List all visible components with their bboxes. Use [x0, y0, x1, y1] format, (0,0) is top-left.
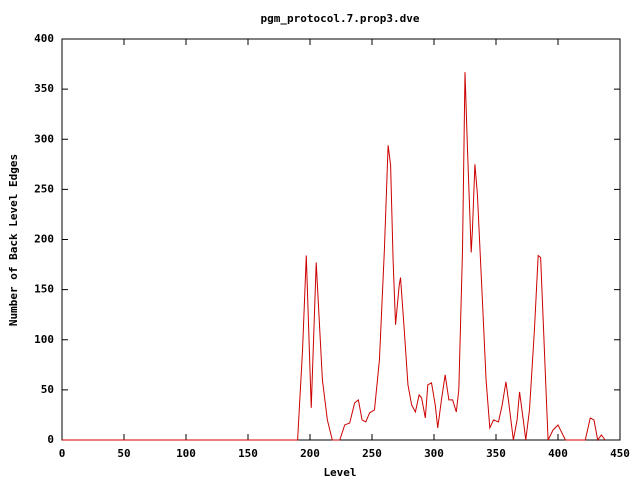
y-tick-label: 150	[34, 283, 54, 296]
y-tick-label: 100	[34, 333, 54, 346]
x-tick-label: 400	[548, 447, 568, 460]
y-tick-label: 250	[34, 182, 54, 195]
x-tick-label: 300	[424, 447, 444, 460]
x-tick-label: 250	[362, 447, 382, 460]
x-axis-label: Level	[323, 466, 356, 479]
x-tick-label: 50	[117, 447, 130, 460]
x-tick-label: 100	[176, 447, 196, 460]
y-tick-label: 400	[34, 32, 54, 45]
y-tick-label: 200	[34, 233, 54, 246]
y-axis-label: Number of Back Level Edges	[7, 154, 20, 326]
x-tick-label: 200	[300, 447, 320, 460]
x-tick-label: 450	[610, 447, 630, 460]
chart-title: pgm_protocol.7.prop3.dve	[261, 12, 420, 25]
y-tick-label: 0	[47, 433, 54, 446]
x-tick-label: 0	[59, 447, 66, 460]
x-tick-label: 150	[238, 447, 258, 460]
x-tick-label: 350	[486, 447, 506, 460]
y-tick-label: 50	[41, 383, 54, 396]
data-line	[62, 72, 606, 442]
y-tick-label: 300	[34, 132, 54, 145]
plot-border	[61, 38, 621, 441]
y-tick-label: 350	[34, 82, 54, 95]
